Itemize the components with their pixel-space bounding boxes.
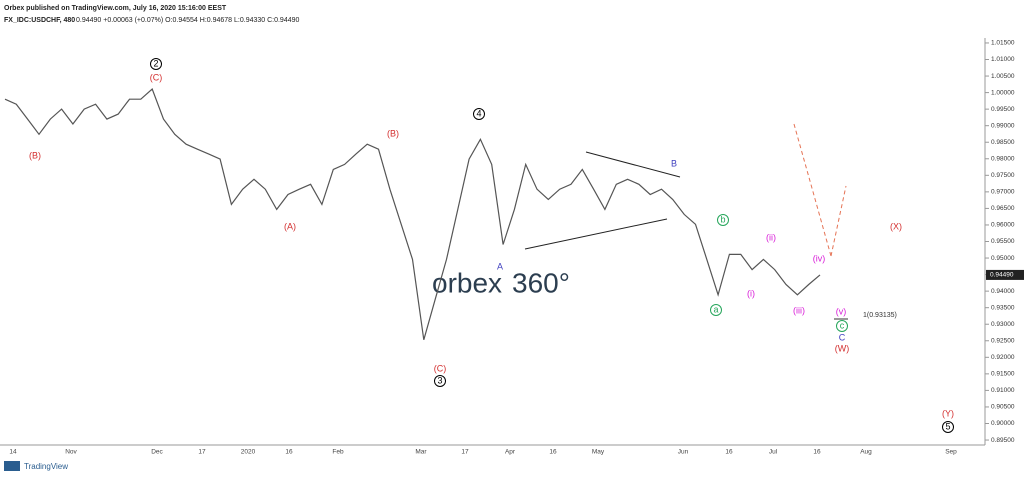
- wave-label: (X): [890, 221, 902, 231]
- price-line: [4, 87, 821, 340]
- y-tick-label: 0.91500: [991, 371, 1015, 378]
- y-tick-label: 0.92500: [991, 337, 1015, 344]
- y-tick-label: 0.90500: [991, 404, 1015, 411]
- wave-label: (iv): [813, 253, 826, 263]
- y-tick-label: 1.00500: [991, 73, 1015, 80]
- wave-circle: [836, 320, 848, 332]
- wave-circle: [710, 304, 722, 316]
- footer-text: TradingView: [24, 462, 68, 471]
- y-tick-label: 1.00000: [991, 89, 1015, 96]
- wave-label: 1(0.93135): [863, 312, 897, 319]
- triangle-upper: [585, 151, 681, 178]
- x-tick-label: Jul: [769, 449, 778, 456]
- y-tick-label: 0.97000: [991, 189, 1015, 196]
- wave-circle: [942, 421, 954, 433]
- x-tick-label: 16: [549, 449, 557, 456]
- wave-label: (C): [434, 363, 447, 373]
- watermark-brand: orbex: [432, 267, 502, 298]
- x-tick-label: Nov: [65, 449, 77, 456]
- wave-label: 5: [945, 421, 950, 431]
- wave-label: 3: [437, 375, 442, 385]
- y-tick-label: 0.99000: [991, 122, 1015, 129]
- symbol: FX_IDC:USDCHF, 480: [4, 17, 75, 24]
- last-price-label: 0.94490: [990, 272, 1014, 279]
- y-tick-label: 0.94000: [991, 288, 1015, 295]
- x-tick-label: 17: [461, 449, 469, 456]
- y-tick-label: 0.96500: [991, 205, 1015, 212]
- y-tick-label: 0.98000: [991, 155, 1015, 162]
- wave-label: (B): [387, 128, 399, 138]
- projection-down: [793, 123, 832, 257]
- wave-label: (B): [29, 150, 41, 160]
- wave-label: C: [839, 332, 846, 342]
- y-tick-label: 0.93500: [991, 304, 1015, 311]
- wave-label: c: [840, 320, 845, 330]
- x-tick-label: 2020: [241, 449, 256, 456]
- y-tick-label: 0.99500: [991, 106, 1015, 113]
- y-tick-label: 0.96000: [991, 222, 1015, 229]
- x-tick-label: May: [592, 449, 605, 456]
- x-tick-label: 16: [285, 449, 293, 456]
- wave-circle: [434, 375, 446, 387]
- x-tick-label: Jun: [678, 449, 689, 456]
- x-tick-label: Dec: [151, 449, 163, 456]
- wave-label: 4: [476, 108, 481, 118]
- y-tick-label: 0.98500: [991, 139, 1015, 146]
- wave-label: B: [671, 158, 677, 168]
- projection-up: [830, 185, 847, 257]
- x-tick-label: 17: [198, 449, 206, 456]
- y-tick-label: 0.89500: [991, 437, 1015, 444]
- x-tick-label: 16: [725, 449, 733, 456]
- wave-label: (C): [150, 72, 163, 82]
- x-tick-label: Mar: [415, 449, 427, 456]
- wave-label: A: [497, 261, 503, 271]
- x-tick-label: Sep: [945, 449, 957, 456]
- y-tick-label: 0.95000: [991, 255, 1015, 262]
- wave-label: (Y): [942, 408, 954, 418]
- last-price-box: [986, 269, 1024, 280]
- y-tick-label: 0.91000: [991, 387, 1015, 394]
- y-tick-label: 1.01500: [991, 40, 1015, 47]
- triangle-lower: [524, 218, 668, 250]
- y-tick-label: 0.93000: [991, 321, 1015, 328]
- y-tick-label: 1.01000: [991, 56, 1015, 63]
- x-tick-label: 16: [813, 449, 821, 456]
- wave-label: (v): [836, 306, 847, 316]
- wave-label: 2: [153, 58, 158, 68]
- wave-label: (iii): [793, 305, 805, 315]
- wave-circle: [473, 108, 485, 120]
- y-tick-label: 0.92000: [991, 354, 1015, 361]
- x-tick-label: Aug: [860, 449, 872, 456]
- y-tick-label: 0.90000: [991, 420, 1015, 427]
- wave-label: (W): [835, 343, 850, 353]
- quote: 0.94490 +0.00063 (+0.07%) O:0.94554 H:0.…: [76, 17, 300, 24]
- x-tick-label: 14: [9, 449, 17, 456]
- wave-label: (ii): [766, 232, 776, 242]
- publisher: Orbex published on TradingView.com, July…: [4, 5, 227, 12]
- wave-label: (A): [284, 221, 296, 231]
- y-tick-label: 0.97500: [991, 172, 1015, 179]
- watermark-suffix: 360°: [512, 267, 570, 298]
- wave-circle: [717, 214, 729, 226]
- wave-label: a: [713, 304, 718, 314]
- wave-label: b: [720, 214, 725, 224]
- x-tick-label: Apr: [505, 449, 516, 456]
- wave-label: (i): [747, 288, 755, 298]
- y-tick-label: 0.95500: [991, 238, 1015, 245]
- x-tick-label: Feb: [332, 449, 344, 456]
- wave-circle: [150, 58, 162, 70]
- footer-logo: [4, 461, 20, 471]
